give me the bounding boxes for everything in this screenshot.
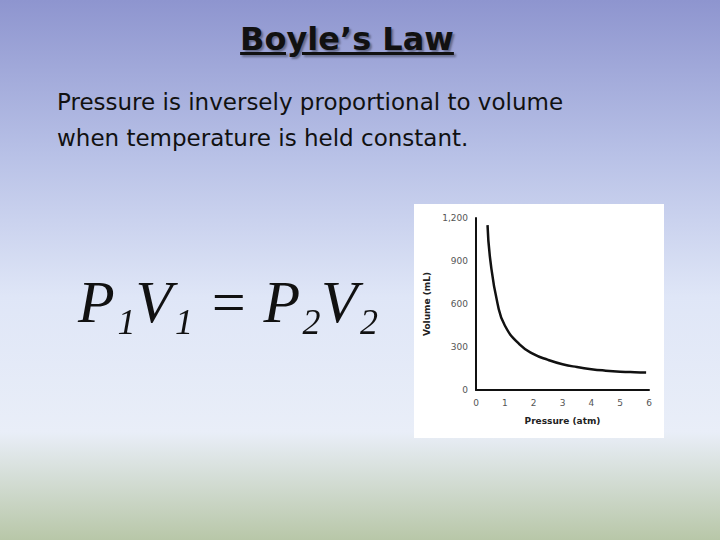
svg-text:5: 5: [617, 398, 623, 408]
svg-text:900: 900: [451, 256, 468, 266]
html-text:P₁V₁ = P₂V₂: P₁V₁ = P₂V₂: [78, 269, 379, 335]
svg-text:Volume (mL): Volume (mL): [422, 272, 432, 336]
svg-text:0: 0: [473, 398, 479, 408]
svg-text:1: 1: [502, 398, 508, 408]
svg-text:Pressure (atm): Pressure (atm): [525, 416, 601, 426]
svg-text:1,200: 1,200: [442, 213, 468, 223]
svg-text:3: 3: [560, 398, 566, 408]
html-text:Pressure is inversely proporti: Pressure is inversely proportional to vo…: [57, 89, 563, 151]
svg-text:6: 6: [646, 398, 652, 408]
svg-text:0: 0: [462, 385, 468, 395]
svg-text:4: 4: [588, 398, 594, 408]
svg-text:300: 300: [451, 342, 468, 352]
svg-text:600: 600: [451, 299, 468, 309]
svg-text:2: 2: [531, 398, 537, 408]
html-text:Boyle’s Law: Boyle’s Law: [240, 20, 454, 58]
